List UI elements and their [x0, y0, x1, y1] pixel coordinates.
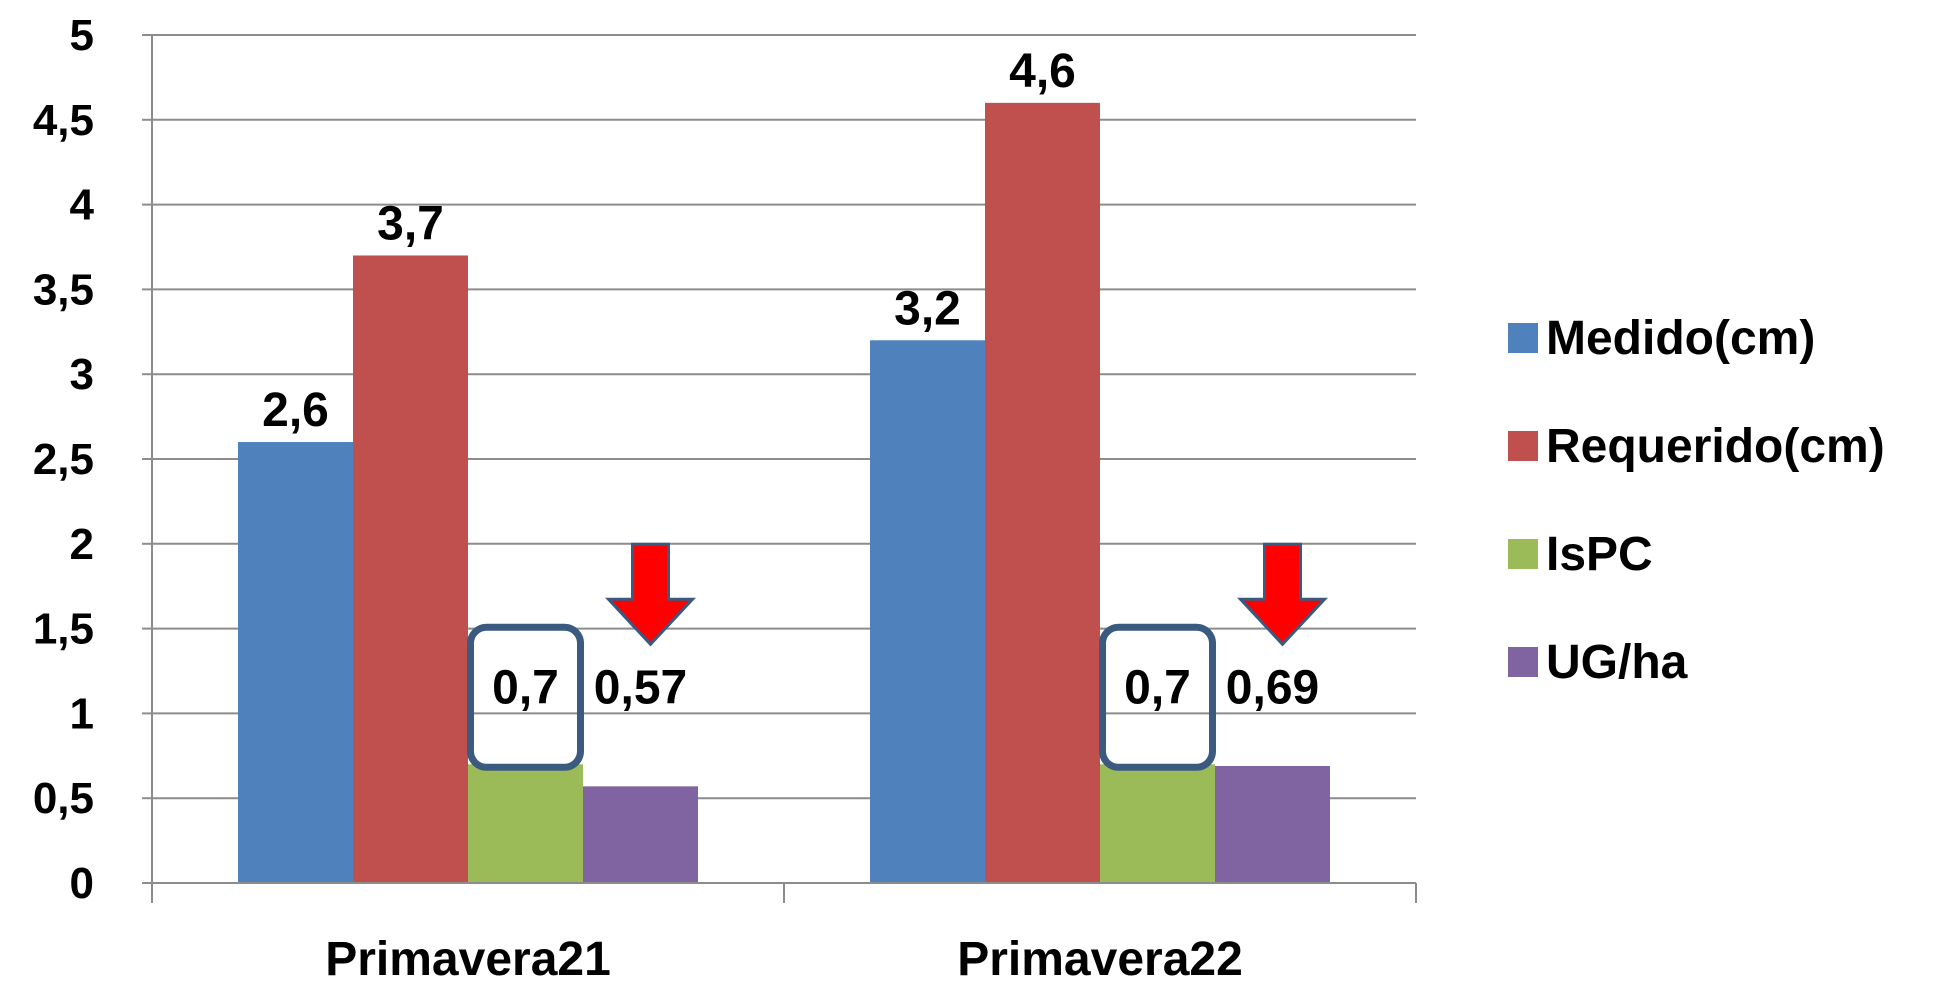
y-tick-label: 3: [70, 350, 94, 399]
y-tick-label: 2: [70, 520, 94, 569]
x-category-label: Primavera22: [957, 933, 1243, 985]
y-tick-label: 1,5: [33, 605, 94, 654]
y-tick-label: 4: [70, 181, 95, 230]
data-label: 4,6: [1009, 45, 1076, 98]
legend: Medido(cm) Requerido(cm) IsPC UG/ha: [1508, 312, 1885, 689]
legend-swatch: [1508, 431, 1538, 461]
x-category-labels: Primavera21 Primavera22: [325, 933, 1243, 985]
down-arrow-icon: [605, 542, 696, 647]
bars: [238, 102, 1330, 884]
bar: [583, 786, 698, 883]
data-label: 3,2: [894, 282, 961, 335]
annotations: [467, 542, 1328, 771]
bar: [1100, 764, 1215, 883]
y-tick-label: 0: [70, 859, 94, 908]
legend-swatch: [1508, 647, 1538, 677]
y-tick-label: 1: [70, 689, 94, 738]
highlight-box: [467, 623, 584, 771]
x-category-label: Primavera21: [325, 933, 611, 985]
legend-swatch: [1508, 539, 1538, 569]
legend-label: UG/ha: [1546, 636, 1688, 689]
bar: [985, 102, 1100, 884]
legend-label: IsPC: [1546, 528, 1653, 581]
y-tick-label: 2,5: [33, 435, 94, 484]
y-tick-label: 0,5: [33, 774, 94, 823]
data-label: 0,57: [594, 661, 687, 714]
bar: [1215, 765, 1330, 883]
legend-label: Medido(cm): [1546, 312, 1815, 365]
bar: [870, 340, 985, 883]
data-labels: 2,6 3,7 0,7 0,57 3,2 4,6 0,7 0,69: [262, 45, 1319, 714]
y-tick-label: 3,5: [33, 265, 94, 314]
highlight-box: [1099, 623, 1216, 771]
y-tick-label: 4,5: [33, 96, 94, 145]
data-label: 2,6: [262, 384, 329, 437]
data-label: 0,7: [1124, 661, 1191, 714]
bar: [238, 442, 353, 883]
bar: [353, 255, 468, 884]
y-tick-label: 5: [70, 11, 94, 60]
bar: [468, 764, 583, 883]
down-arrow-icon: [1237, 542, 1328, 647]
axes: [142, 34, 1417, 903]
legend-swatch: [1508, 323, 1538, 353]
legend-label: Requerido(cm): [1546, 420, 1885, 473]
data-label: 0,69: [1226, 661, 1319, 714]
y-tick-labels: 0 0,5 1 1,5 2 2,5 3 3,5 4 4,5 5: [33, 11, 95, 908]
data-label: 3,7: [377, 197, 444, 250]
data-label: 0,7: [492, 661, 559, 714]
